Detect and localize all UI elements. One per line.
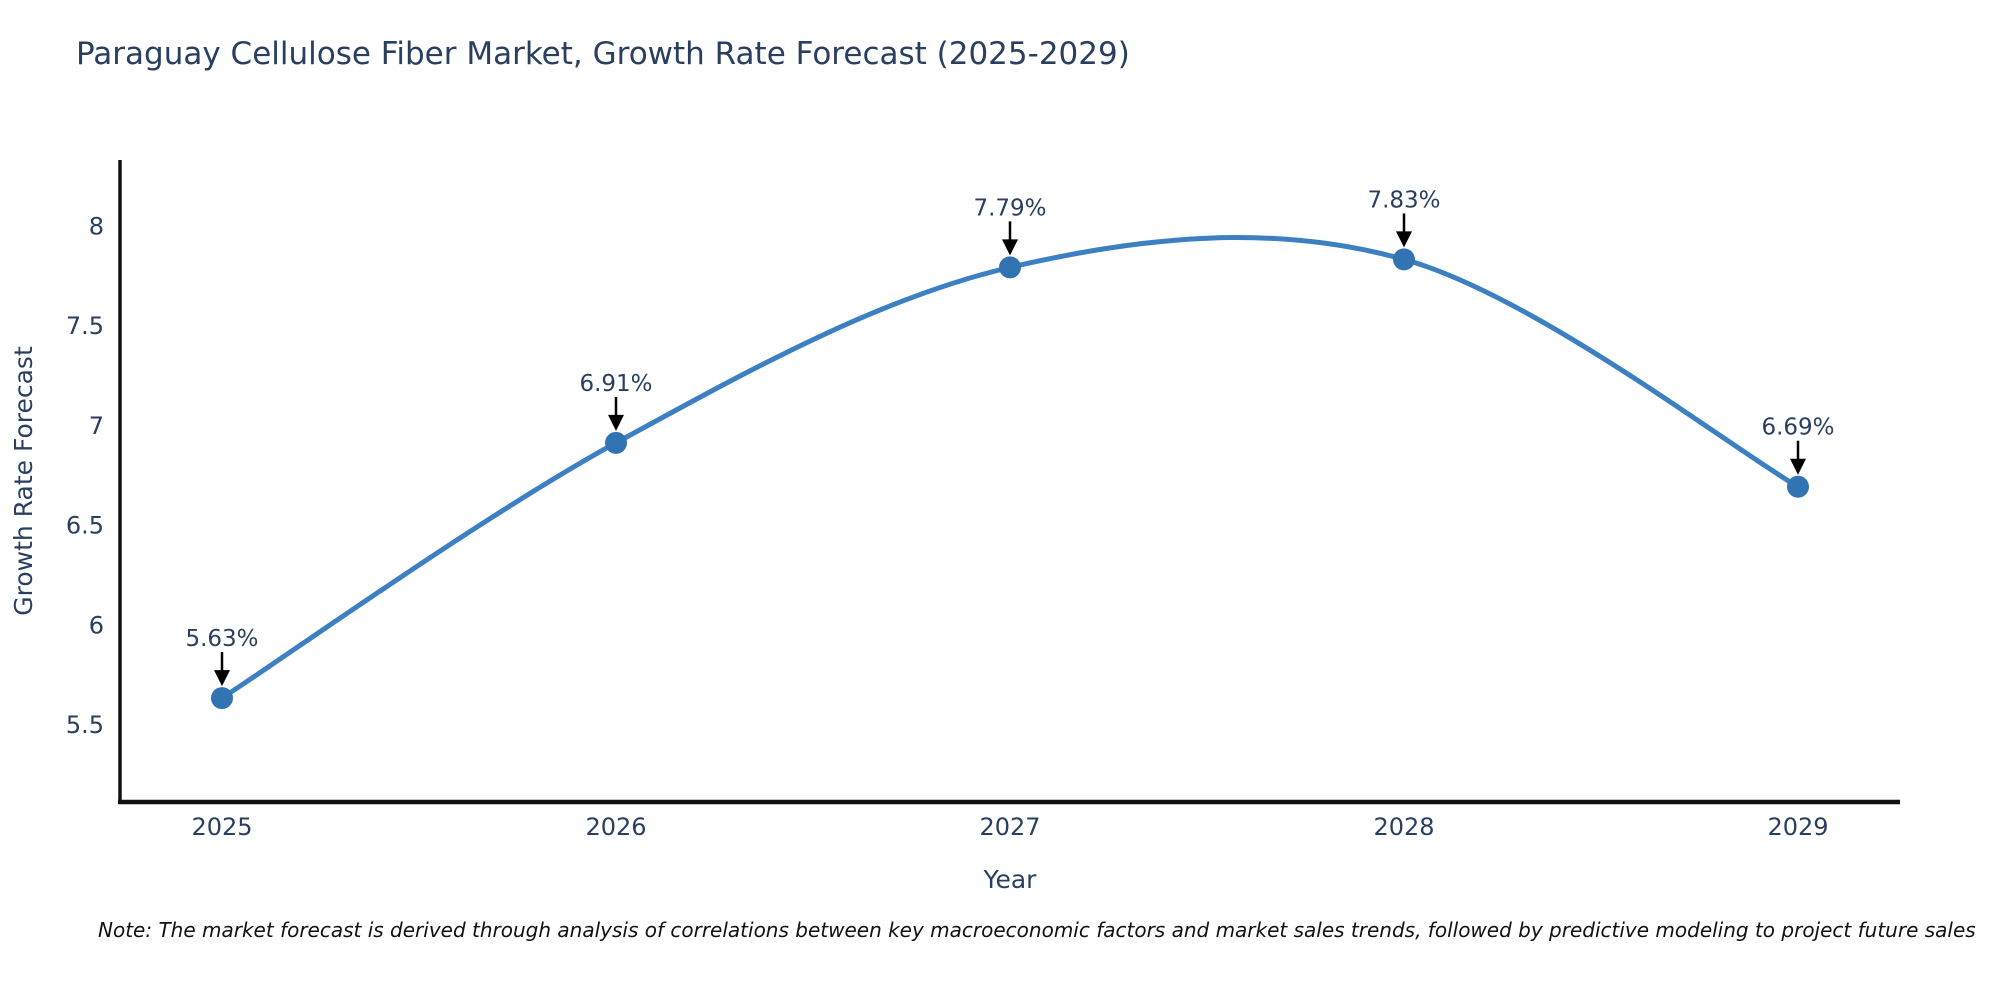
x-tick-label: 2026: [585, 813, 646, 841]
annotation-arrowhead-icon: [1790, 458, 1806, 475]
point-value-label: 7.79%: [973, 195, 1046, 221]
data-point-marker[interactable]: [999, 256, 1021, 279]
trend-line[interactable]: [219, 235, 1801, 701]
forecast-note: Note: The market forecast is derived thr…: [98, 918, 1976, 942]
y-tick-label: 6.5: [66, 512, 104, 540]
x-tick-label: 2028: [1373, 813, 1434, 841]
annotation-arrowhead-icon: [1002, 239, 1018, 256]
y-axis-title: Growth Rate Forecast: [9, 346, 38, 616]
y-tick-label: 7.5: [66, 312, 104, 340]
annotation-arrowhead-icon: [214, 670, 230, 687]
x-tick-label: 2029: [1767, 813, 1828, 841]
data-point-marker[interactable]: [1787, 475, 1809, 498]
y-tick-label: 5.5: [66, 711, 104, 739]
point-value-label: 6.69%: [1761, 415, 1834, 441]
point-value-label: 7.83%: [1367, 187, 1440, 213]
x-tick-label: 2025: [191, 813, 252, 841]
data-point-marker[interactable]: [211, 687, 233, 710]
data-point-marker[interactable]: [1393, 248, 1415, 271]
chart-title: Paraguay Cellulose Fiber Market, Growth …: [76, 36, 1130, 72]
x-tick-label: 2027: [979, 813, 1040, 841]
point-value-label: 5.63%: [185, 626, 258, 652]
data-point-marker[interactable]: [605, 431, 627, 454]
y-tick-label: 7: [89, 412, 104, 440]
annotation-arrowhead-icon: [1396, 231, 1412, 248]
point-value-label: 6.91%: [579, 371, 652, 397]
annotation-arrowhead-icon: [608, 414, 624, 431]
y-tick-label: 8: [89, 213, 104, 241]
y-tick-label: 6: [89, 611, 104, 639]
x-axis-title: Year: [983, 865, 1038, 894]
